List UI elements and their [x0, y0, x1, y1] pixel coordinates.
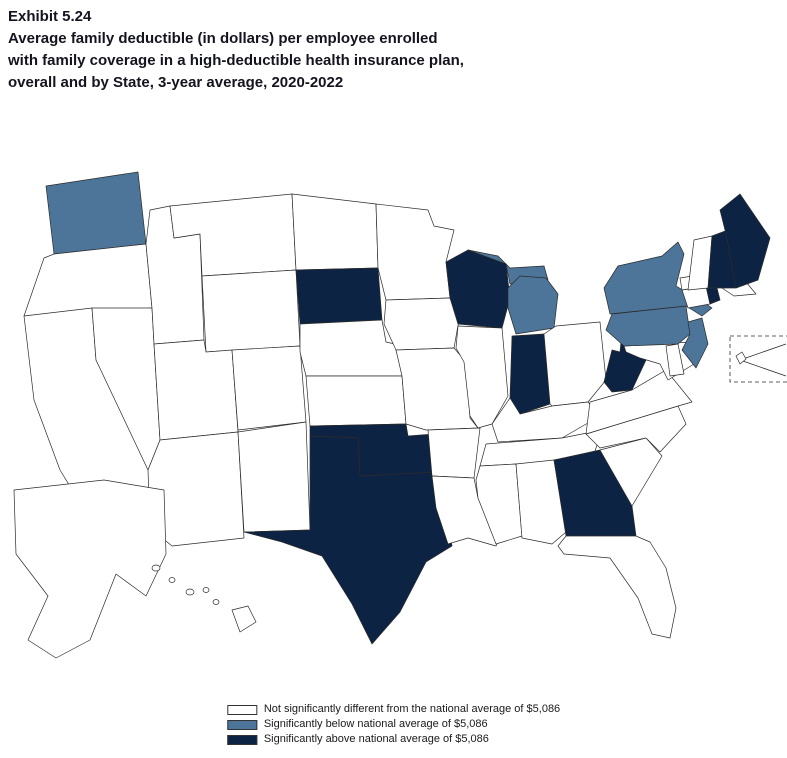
- legend-swatch-not-different: [226, 704, 257, 715]
- state-district-of-columbia: [735, 351, 747, 365]
- state-kansas: [305, 375, 407, 427]
- page-title-line-3: overall and by State, 3-year average, 20…: [8, 74, 344, 91]
- state-delaware: [665, 343, 685, 377]
- page-title-line-2: with family coverage in a high-deductibl…: [8, 52, 464, 69]
- legend-item-not-different: Not significantly different from the nat…: [226, 703, 561, 716]
- dc-inset-leader-line-bottom: [739, 359, 787, 377]
- state-ohio: [543, 321, 607, 407]
- state-illinois: [455, 325, 509, 429]
- state-south-carolina: [599, 437, 663, 507]
- title-block: Exhibit 5.24 Average family deductible (…: [8, 6, 708, 94]
- state-south-dakota: [295, 267, 383, 325]
- state-north-dakota: [291, 193, 379, 271]
- state-georgia: [553, 449, 637, 537]
- dc-inset-box: [729, 335, 787, 383]
- state-hawaii: [151, 564, 257, 633]
- legend-item-above: Significantly above national average of …: [226, 733, 560, 746]
- state-minnesota: [375, 203, 455, 301]
- state-michigan: [467, 249, 559, 335]
- legend: Not significantly different from the nat…: [226, 703, 561, 746]
- state-new-mexico: [237, 421, 311, 533]
- state-louisiana: [431, 475, 505, 547]
- legend-swatch-above: [226, 734, 257, 745]
- legend-swatch-below: [226, 719, 257, 730]
- state-texas: [243, 435, 453, 645]
- state-alabama: [515, 459, 567, 545]
- dc-inset-leader-line-top: [739, 343, 787, 361]
- legend-label-above: Significantly above national average of …: [263, 733, 489, 745]
- state-new-jersey: [681, 317, 709, 369]
- legend-label-not-different: Not significantly different from the nat…: [263, 703, 561, 715]
- legend-label-below: Significantly below national average of …: [263, 718, 488, 730]
- page-title-line-1: Average family deductible (in dollars) p…: [8, 30, 438, 47]
- legend-item-below: Significantly below national average of …: [226, 718, 560, 731]
- state-oregon: [23, 243, 153, 317]
- state-florida: [557, 535, 677, 639]
- state-utah: [153, 339, 239, 441]
- state-arkansas: [427, 427, 481, 479]
- state-iowa: [383, 297, 461, 351]
- state-washington: [45, 171, 147, 255]
- state-indiana: [509, 333, 551, 415]
- state-alaska: [13, 479, 167, 659]
- state-colorado: [231, 345, 307, 431]
- state-maine: [719, 193, 771, 289]
- exhibit-number: Exhibit 5.24: [8, 8, 92, 25]
- state-wyoming: [201, 269, 301, 353]
